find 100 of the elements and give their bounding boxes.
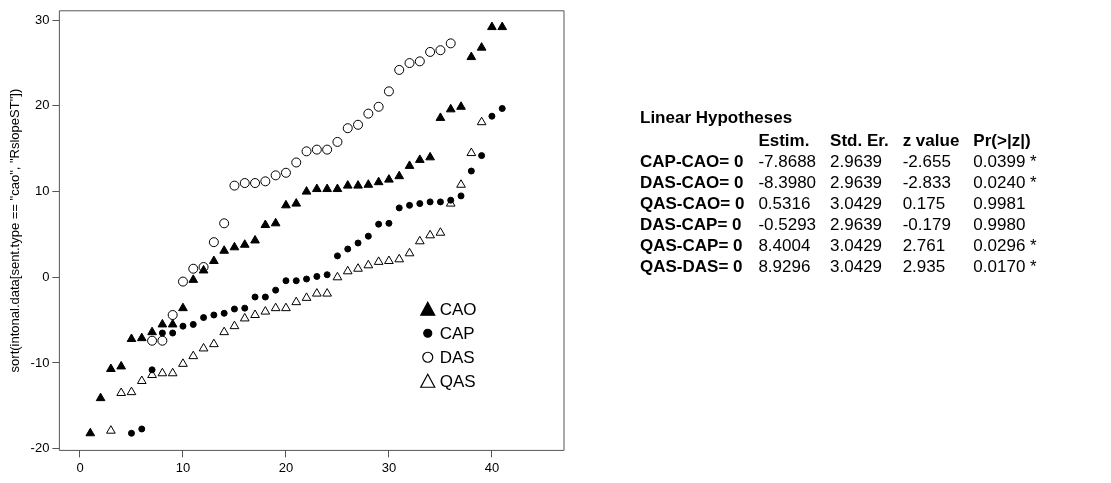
point — [322, 288, 332, 297]
point — [250, 178, 261, 189]
point — [136, 332, 147, 342]
legend-label: DAS — [439, 347, 475, 367]
point — [425, 46, 436, 57]
point — [178, 302, 188, 312]
point — [363, 179, 374, 188]
point — [353, 263, 363, 272]
point — [333, 252, 341, 260]
point — [270, 217, 281, 227]
text: 0.5316 — [758, 193, 812, 214]
text: QAS-CAO= 0 — [640, 193, 746, 214]
point — [395, 204, 403, 212]
text: QAS-CAP= 0 — [640, 235, 744, 256]
text: Pr(>|z|) — [973, 130, 1032, 151]
legend-label: CAP — [439, 323, 475, 343]
point — [178, 358, 188, 367]
point — [313, 272, 321, 280]
text: -0.179 — [902, 214, 952, 235]
point — [106, 363, 116, 372]
point — [188, 274, 199, 283]
point — [416, 200, 424, 208]
text: -2.833 — [902, 172, 952, 193]
text: 0.0296 * — [973, 235, 1038, 256]
point — [270, 170, 281, 181]
point — [126, 333, 137, 342]
point — [291, 198, 302, 207]
point — [342, 123, 353, 134]
y-tick-label: 10 — [34, 183, 50, 199]
point — [394, 170, 405, 180]
text: -2.655 — [902, 151, 952, 172]
point — [147, 326, 157, 336]
point — [179, 322, 187, 330]
point — [229, 180, 240, 191]
point — [230, 305, 238, 313]
point — [383, 86, 394, 97]
x-tick-label: 30 — [381, 459, 397, 475]
point — [292, 277, 300, 285]
text: 0.175 — [902, 193, 947, 214]
point — [478, 152, 486, 160]
point — [322, 183, 332, 193]
text: QAS-DAS= 0 — [640, 256, 744, 277]
point — [116, 360, 127, 370]
point — [157, 318, 168, 328]
point — [456, 101, 466, 110]
point — [167, 367, 178, 377]
point — [239, 312, 250, 322]
text: 8.4004 — [758, 235, 812, 256]
text: Std. Er. — [830, 130, 890, 151]
point — [291, 157, 302, 168]
point — [198, 342, 209, 352]
point — [435, 45, 446, 56]
point — [157, 335, 168, 346]
point — [394, 253, 405, 263]
y-axis-title: sort(intonal.data[sent.type == "cao", "RslopeST"]) — [7, 88, 23, 373]
point — [384, 174, 394, 183]
text: -8.3980 — [758, 172, 818, 193]
text: 3.0429 — [830, 235, 884, 256]
point — [301, 186, 312, 195]
point — [436, 198, 444, 206]
point — [404, 58, 415, 69]
text: DAS-CAP= 0 — [640, 214, 743, 235]
point — [312, 183, 322, 193]
text: DAS-CAO= 0 — [640, 172, 745, 193]
point — [445, 103, 456, 113]
point — [85, 427, 96, 437]
point — [260, 306, 271, 315]
point — [280, 167, 291, 178]
text: z value — [902, 130, 961, 151]
point — [229, 320, 240, 330]
y-tick-label: 30 — [34, 11, 50, 27]
y-tick-label: 0 — [42, 268, 50, 284]
point — [220, 309, 228, 317]
y-tick-label: 20 — [34, 97, 50, 113]
x-tick-label: 20 — [278, 459, 294, 475]
text: 2.761 — [902, 235, 947, 256]
point — [497, 21, 508, 31]
point — [342, 180, 353, 189]
point — [373, 101, 384, 112]
point — [476, 116, 487, 126]
text: -7.8688 — [758, 151, 818, 172]
point — [415, 154, 425, 163]
point — [210, 311, 218, 319]
point — [426, 198, 434, 206]
point — [354, 239, 362, 247]
point — [158, 329, 166, 337]
point — [415, 235, 425, 245]
point — [127, 429, 135, 437]
legend-label: CAO — [439, 299, 477, 319]
text: 0.0170 * — [973, 256, 1038, 277]
point — [188, 263, 199, 274]
point — [126, 386, 137, 396]
point — [363, 259, 374, 269]
point — [404, 160, 415, 169]
point — [373, 256, 384, 265]
point — [375, 220, 383, 228]
point — [208, 237, 219, 248]
point — [498, 104, 506, 112]
point — [169, 329, 177, 337]
y-tick-label: -10 — [30, 354, 50, 370]
